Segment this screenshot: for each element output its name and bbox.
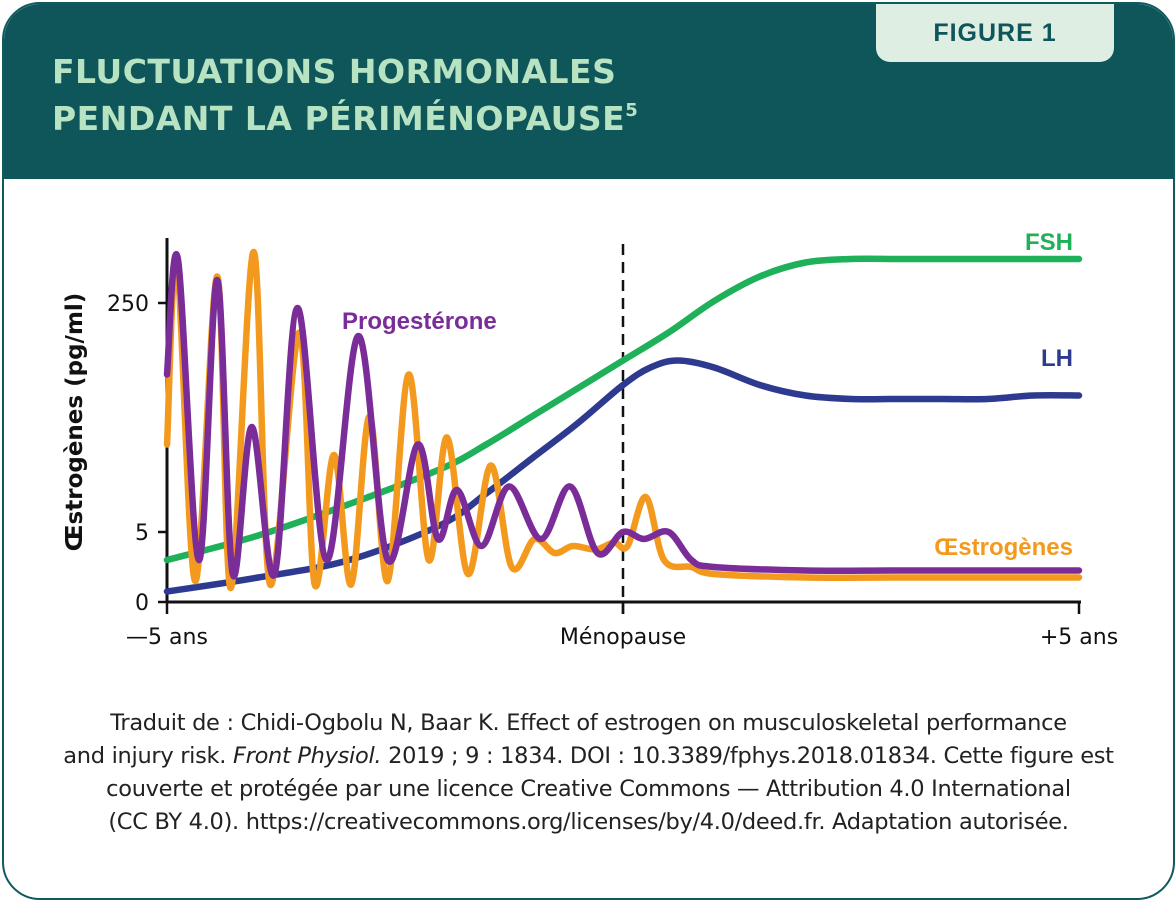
series-line-fsh: [163, 255, 1083, 564]
source-line-1: Traduit de : Chidi-Ogbolu N, Baar K. Eff…: [110, 710, 1067, 736]
series-label-progesterone: Progestérone: [342, 308, 497, 335]
series-line-oestrogenes: [163, 248, 1083, 592]
title-reference-superscript: 5: [625, 100, 639, 121]
source-citation: Traduit de : Chidi-Ogbolu N, Baar K. Eff…: [36, 707, 1141, 839]
source-line-2-start: and injury risk.: [63, 743, 233, 769]
series-line-lh: [163, 357, 1083, 595]
series-line-progesterone: [163, 251, 1083, 580]
source-line-2-end: 2019 ; 9 : 1834. DOI : 10.3389/fphys.201…: [381, 743, 1114, 769]
title-line-1: FLUCTUATIONS HORMONALES: [52, 52, 617, 91]
x-tick-label: Ménopause: [560, 625, 686, 650]
y-axis-label: Œstrogènes (pg/ml): [62, 293, 88, 552]
title-line-2-text: PENDANT LA PÉRIMÉNOPAUSE: [52, 99, 626, 138]
figure-title: FLUCTUATIONS HORMONALES PENDANT LA PÉRIM…: [52, 48, 638, 142]
y-tick-label: 5: [135, 521, 149, 546]
title-line-2: PENDANT LA PÉRIMÉNOPAUSE5: [52, 95, 638, 142]
source-line-4: (CC BY 4.0). https://creativecommons.org…: [108, 809, 1069, 835]
figure-header: FLUCTUATIONS HORMONALES PENDANT LA PÉRIM…: [4, 4, 1173, 179]
source-line-3: couverte et protégée par une licence Cre…: [106, 776, 1071, 802]
series-label-fsh: FSH: [1025, 229, 1073, 256]
x-tick-label: +5 ans: [1040, 625, 1118, 650]
y-tick-label: 250: [107, 292, 149, 317]
figure-badge: FIGURE 1: [876, 4, 1114, 62]
source-line-2: and injury risk. Front Physiol. 2019 ; 9…: [36, 740, 1141, 773]
y-tick-label: 0: [135, 591, 149, 616]
series-label-oestrogenes: Œstrogènes: [934, 534, 1073, 561]
source-journal: Front Physiol.: [232, 743, 382, 769]
hormone-chart: 0 5 250 —5 ans Ménopause +5 ans Œstrogènes (pg…: [62, 229, 1118, 650]
x-tick-label: —5 ans: [126, 625, 208, 650]
series-label-lh: LH: [1041, 345, 1073, 372]
